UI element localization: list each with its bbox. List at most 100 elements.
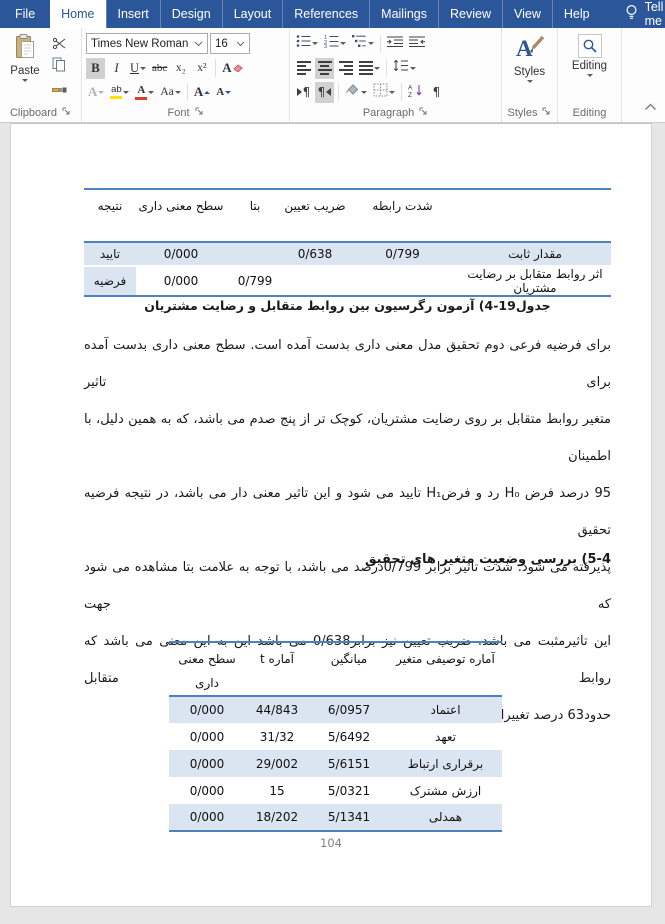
table-cell: اثر روابط متقابل بر رضایت مشتریان (467, 267, 603, 295)
copy-button[interactable] (48, 57, 70, 77)
tab-design[interactable]: Design (159, 0, 222, 28)
table-cell: 15 (269, 783, 285, 798)
multilevel-list-button[interactable] (350, 33, 376, 54)
copy-icon (52, 57, 66, 77)
tab-references[interactable]: References (282, 0, 369, 28)
tab-mailings[interactable]: Mailings (369, 0, 438, 28)
table-cell: 5/6151 (309, 750, 389, 777)
table-cell: 0/799 (346, 242, 459, 266)
tab-home[interactable]: Home (50, 0, 106, 28)
collapse-ribbon-button[interactable] (644, 98, 657, 116)
underline-button[interactable]: U (128, 58, 148, 79)
header-cell: میانگین (330, 652, 368, 666)
paragraph-dialog-launcher[interactable] (419, 107, 428, 119)
tab-layout[interactable]: Layout (221, 0, 283, 28)
highlight-button[interactable]: ab (108, 82, 131, 103)
tab-file[interactable]: File (15, 7, 36, 21)
change-case-button[interactable]: Aa (158, 82, 182, 103)
line-spacing-caret (410, 66, 416, 70)
table-row: ارزش مشترک 5/0321 15 0/000 (169, 777, 502, 804)
paste-label: Paste (10, 65, 40, 77)
justify-icon (359, 61, 373, 75)
superscript-button[interactable]: x² (197, 62, 207, 74)
ltr-paragraph-button[interactable]: ¶ (294, 82, 313, 103)
format-painter-button[interactable] (48, 79, 70, 99)
svg-text:A: A (408, 84, 413, 91)
table-cell: 31/32 (259, 729, 295, 744)
styles-button[interactable]: A Styles (506, 32, 553, 104)
font-color-button[interactable]: A (133, 82, 156, 103)
increase-indent-button[interactable] (407, 33, 427, 54)
subscript-button[interactable]: x₂ (175, 62, 186, 74)
table-cell: 0/000 (189, 783, 225, 798)
header-cell: سطح معنی داری (178, 652, 236, 690)
styles-dialog-launcher[interactable] (542, 107, 551, 119)
highlight-caret (123, 90, 130, 94)
shrink-font-glyph: A (216, 86, 225, 98)
strikethrough-button[interactable]: abc (152, 62, 168, 74)
styles-group-label: Styles (507, 106, 538, 119)
table-cell: 5/1341 (309, 804, 389, 831)
paste-button[interactable]: Paste (4, 32, 46, 104)
tab-review[interactable]: Review (438, 0, 502, 28)
tab-insert[interactable]: Insert (105, 0, 160, 28)
tab-help[interactable]: Help (551, 0, 601, 28)
tell-me-button[interactable]: Tell me (617, 0, 665, 28)
text-effects-button[interactable]: A (86, 82, 106, 103)
header-cell: سطح معنی داری (138, 199, 224, 213)
table-cell (226, 242, 284, 266)
align-left-button[interactable] (294, 58, 313, 79)
tell-me-label: Tell me (644, 0, 664, 28)
styles-caret (526, 80, 533, 83)
align-right-button[interactable] (336, 58, 355, 79)
svg-text:Z: Z (408, 92, 412, 97)
align-left-icon (296, 61, 311, 75)
table-header-row: آماره توصیفی متغیر میانگین آماره t سطح م… (169, 642, 502, 696)
scissors-icon (52, 36, 67, 55)
pilcrow-icon: ¶ (302, 85, 311, 99)
underline-caret (140, 66, 147, 70)
document-page[interactable]: شدت رابطه ضریب تعیین بتا سطح معنی داری ن… (10, 123, 652, 907)
line-spacing-button[interactable] (391, 58, 418, 79)
editing-group-label: Editing (572, 106, 607, 119)
editing-group: Editing Editing (558, 28, 622, 122)
table-cell: فرضیه (84, 266, 136, 296)
shrink-font-button[interactable]: A (214, 82, 233, 103)
table-cell: 0/000 (189, 729, 225, 744)
descriptive-stats-table: آماره توصیفی متغیر میانگین آماره t سطح م… (169, 641, 502, 832)
table-row: همدلی 5/1341 18/202 0/000 (169, 804, 502, 831)
table-row: اعتماد 6/0957 44/843 0/000 (169, 696, 502, 723)
table-cell: 0/000 (169, 804, 245, 831)
table-cell: 18/202 (245, 804, 309, 831)
grow-font-button[interactable]: A (192, 82, 212, 103)
editing-label: Editing (571, 60, 608, 72)
font-name-select[interactable]: Times New Roman (86, 33, 208, 54)
font-size-select[interactable]: 16 (210, 33, 250, 54)
table-cell: 5/6492 (327, 729, 371, 744)
editing-button[interactable]: Editing (566, 32, 614, 104)
clipboard-dialog-launcher[interactable] (62, 107, 71, 119)
italic-button[interactable]: I (114, 60, 119, 75)
borders-caret (389, 90, 395, 94)
align-center-button[interactable] (315, 57, 334, 79)
font-dialog-launcher[interactable] (195, 107, 204, 119)
bullets-caret (312, 42, 318, 45)
bullets-button[interactable] (294, 33, 320, 54)
borders-button[interactable] (371, 82, 397, 103)
header-cell: آماره توصیفی متغیر (396, 652, 495, 666)
justify-button[interactable] (357, 58, 382, 79)
format-painter-icon (51, 80, 67, 98)
tab-view[interactable]: View (502, 0, 552, 28)
bold-button[interactable]: B (86, 57, 105, 79)
decrease-indent-button[interactable] (385, 33, 405, 54)
section-heading: 5-4) بررسی وضعیت متغیر های تحقیق (364, 552, 611, 567)
clear-formatting-button[interactable]: A (220, 58, 244, 79)
ribbon-tab-bar: File Home Insert Design Layout Reference… (0, 0, 665, 28)
show-formatting-button[interactable]: ¶ (427, 82, 446, 103)
shading-button[interactable] (343, 82, 369, 103)
cut-button[interactable] (48, 35, 70, 55)
rtl-paragraph-button[interactable]: ¶ (315, 81, 334, 103)
